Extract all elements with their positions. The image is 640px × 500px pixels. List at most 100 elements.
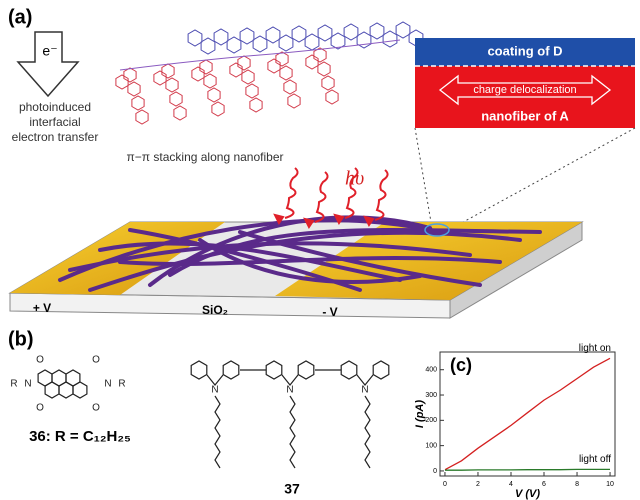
- ray: [285, 168, 298, 218]
- ring: [207, 375, 223, 385]
- ring: [166, 78, 178, 92]
- atom-label: O: [92, 403, 100, 414]
- ring: [116, 75, 128, 89]
- ray: [375, 170, 388, 220]
- ring: [214, 29, 228, 45]
- ring: [288, 94, 300, 108]
- substrate-label: SiO₂: [202, 303, 228, 317]
- ring: [240, 28, 254, 44]
- atom-label: O: [36, 403, 44, 414]
- ring: [238, 56, 250, 70]
- x-tick-label: 4: [509, 481, 513, 488]
- compound-label: 37: [284, 481, 300, 497]
- y-tick-label: 400: [425, 367, 437, 374]
- panel-label: (c): [450, 355, 472, 375]
- ring: [306, 55, 318, 69]
- series-line: [445, 469, 610, 470]
- zoom-line: [415, 128, 432, 228]
- ring: [59, 382, 73, 398]
- ring: [284, 80, 296, 94]
- ring: [188, 30, 202, 46]
- stacking-caption: π−π stacking along nanofiber: [127, 150, 284, 164]
- ring: [396, 22, 410, 38]
- delocalization-label: charge delocalization: [473, 84, 576, 96]
- atom-label: N: [211, 385, 218, 396]
- zoom-line: [445, 128, 635, 232]
- ring: [266, 361, 282, 379]
- ring: [383, 31, 397, 47]
- series-line: [445, 358, 610, 469]
- ring: [124, 68, 136, 82]
- light-label: hυ: [345, 168, 364, 190]
- ring: [192, 67, 204, 81]
- caption: photoinduced: [19, 100, 91, 114]
- alkyl-chain: [365, 396, 370, 468]
- series-label: light off: [579, 454, 611, 465]
- electrode-label: - V: [322, 305, 337, 319]
- ring: [279, 35, 293, 51]
- ring: [344, 24, 358, 40]
- ring: [230, 63, 242, 77]
- ring: [170, 92, 182, 106]
- electrode-label: + V: [33, 301, 51, 315]
- nanofiber-label: nanofiber of A: [481, 108, 569, 123]
- atom-label: N: [286, 385, 293, 396]
- ring: [132, 96, 144, 110]
- ring: [212, 102, 224, 116]
- ring: [276, 52, 288, 66]
- figure: (a) e⁻ photoinduced interfacial electron…: [0, 0, 640, 500]
- panel-label: (a): [8, 6, 32, 28]
- x-tick-label: 0: [443, 481, 447, 488]
- ring: [292, 26, 306, 42]
- x-tick-label: 2: [476, 481, 480, 488]
- ring: [73, 382, 87, 398]
- ring: [227, 37, 241, 53]
- ring: [45, 382, 59, 398]
- alkyl-chain: [215, 396, 220, 468]
- x-tick-label: 10: [606, 481, 614, 488]
- y-axis-label: I (pA): [414, 400, 426, 428]
- ray: [315, 172, 328, 222]
- ring: [136, 110, 148, 124]
- caption: electron transfer: [12, 130, 99, 144]
- x-tick-label: 8: [575, 481, 579, 488]
- ring: [201, 38, 215, 54]
- ring: [162, 64, 174, 78]
- alkyl-chain: [290, 396, 295, 468]
- atom-label: R: [118, 379, 125, 390]
- ring: [326, 90, 338, 104]
- atom-label: O: [36, 355, 44, 366]
- ring: [204, 74, 216, 88]
- y-tick-label: 200: [425, 417, 437, 424]
- electron-label: e⁻: [42, 43, 57, 59]
- ring: [200, 60, 212, 74]
- ring: [357, 32, 371, 48]
- ring: [253, 36, 267, 52]
- ring: [266, 27, 280, 43]
- y-tick-label: 300: [425, 392, 437, 399]
- molecular-stack: [116, 22, 423, 124]
- ring: [128, 82, 140, 96]
- ring: [322, 76, 334, 90]
- ring: [305, 34, 319, 50]
- ring: [191, 361, 207, 379]
- ring: [341, 361, 357, 379]
- atom-label: N: [24, 379, 31, 390]
- ring: [268, 59, 280, 73]
- ring: [370, 23, 384, 39]
- panel-label: (b): [8, 328, 34, 350]
- atom-label: R: [10, 379, 17, 390]
- atom-label: N: [361, 385, 368, 396]
- ring: [280, 66, 292, 80]
- ring: [174, 106, 186, 120]
- ring: [154, 71, 166, 85]
- series-label: light on: [579, 343, 611, 354]
- ring: [208, 88, 220, 102]
- atom-label: N: [104, 379, 111, 390]
- y-tick-label: 100: [425, 442, 437, 449]
- ring: [282, 375, 298, 385]
- x-tick-label: 6: [542, 481, 546, 488]
